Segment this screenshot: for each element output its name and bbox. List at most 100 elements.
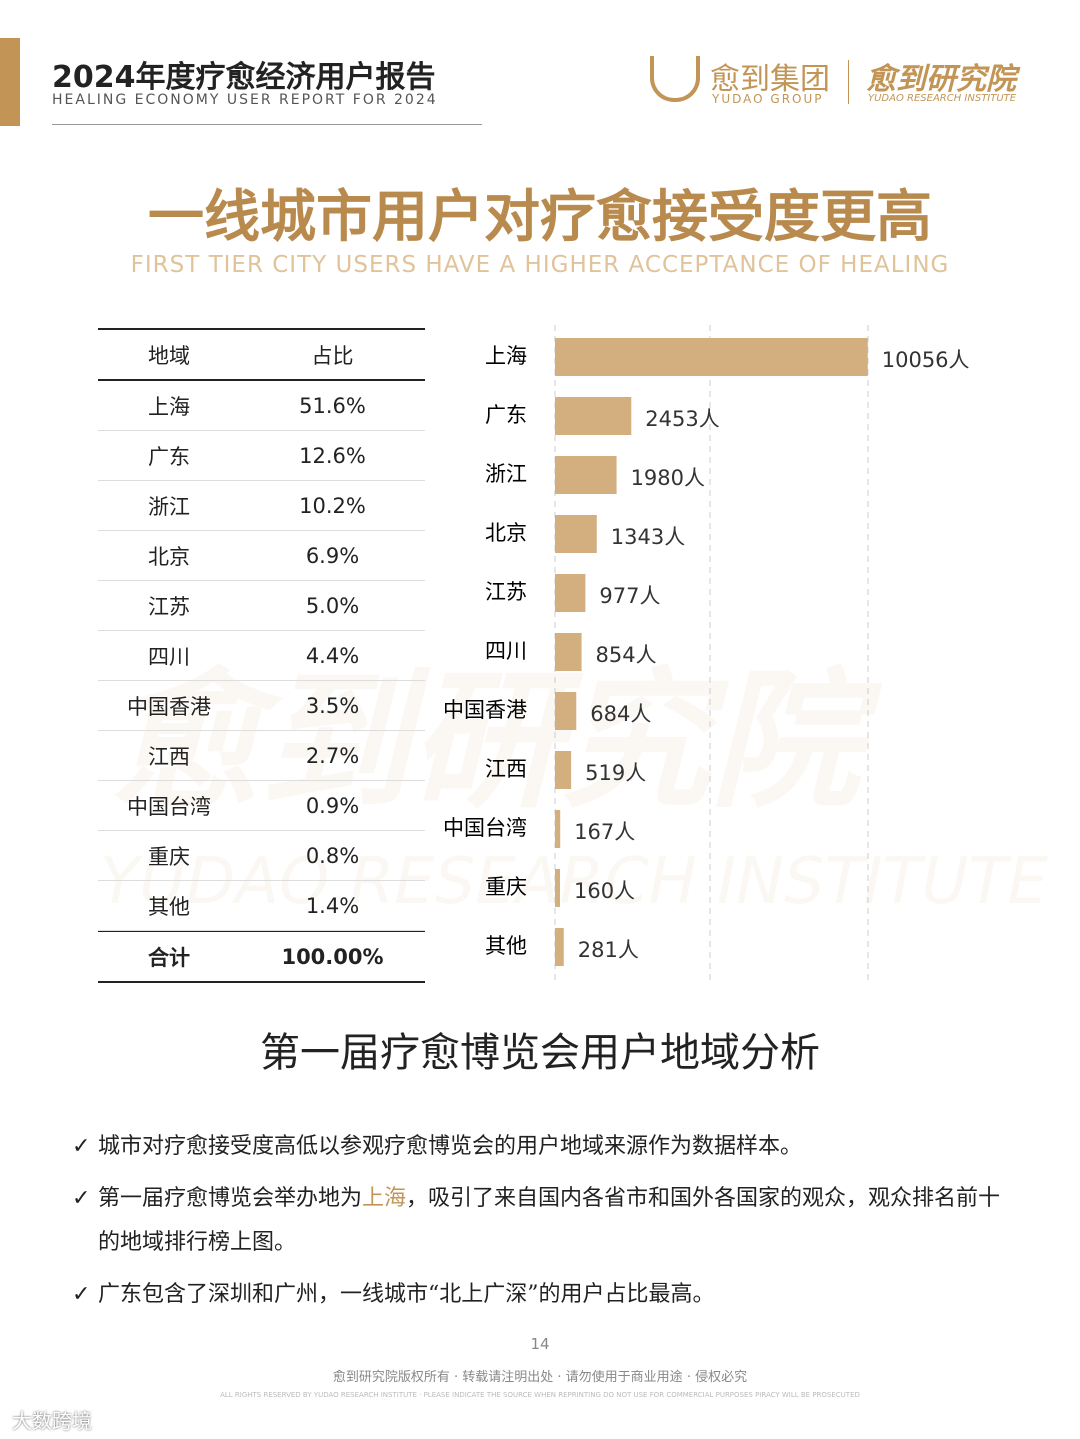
table-cell: 上海 bbox=[148, 394, 190, 419]
table-cell: 0.8% bbox=[305, 843, 360, 868]
table-cell: 中国香港 bbox=[127, 694, 211, 719]
category-label: 重庆 bbox=[485, 875, 527, 899]
header-rule bbox=[52, 124, 482, 125]
bar bbox=[555, 692, 577, 730]
value-label: 2453人 bbox=[645, 407, 719, 431]
value-label: 519人 bbox=[585, 761, 646, 785]
table-row: 浙江 10.2% bbox=[98, 481, 425, 531]
value-label: 854人 bbox=[596, 643, 657, 667]
bullet: ✓ 广东包含了深圳和广州，一线城市“北上广深”的用户占比最高。 bbox=[72, 1273, 1002, 1317]
table-row: 四川 4.4% bbox=[98, 631, 425, 681]
value-label: 977人 bbox=[599, 584, 660, 608]
table-cell: 重庆 bbox=[148, 844, 190, 869]
value-label: 1343人 bbox=[611, 525, 685, 549]
bullet-text: ，吸引了来自国内各省市和国外各国家的观众，观众排名前十的地域排行榜上图。 bbox=[98, 1186, 1001, 1255]
category-label: 上海 bbox=[485, 344, 527, 368]
logo-icon bbox=[650, 56, 700, 102]
table-cell: 占比 bbox=[311, 343, 354, 368]
source-mark: 大数跨境 bbox=[12, 1409, 92, 1433]
bullet-text: 广东包含了深圳和广州，一线城市“北上广深”的用户占比最高。 bbox=[98, 1282, 715, 1307]
bar bbox=[555, 751, 572, 789]
check-icon: ✓ bbox=[72, 1282, 91, 1307]
table-cell: 4.4% bbox=[305, 643, 360, 668]
value-label: 10056人 bbox=[882, 348, 970, 372]
table-row: 其他 1.4% bbox=[98, 881, 425, 931]
table-row: 重庆 0.8% bbox=[98, 831, 425, 881]
category-label: 广东 bbox=[485, 403, 527, 427]
bar bbox=[555, 515, 597, 553]
logo-divider bbox=[848, 60, 849, 104]
page-title: 一线城市用户对疗愈接受度更高 bbox=[148, 185, 932, 250]
table-row: 北京 6.9% bbox=[98, 531, 425, 581]
table-header: 地域 占比 bbox=[98, 328, 425, 381]
table-row: 江苏 5.0% bbox=[98, 581, 425, 631]
table-cell: 51.6% bbox=[299, 393, 366, 418]
table-cell: 浙江 bbox=[148, 494, 190, 519]
table-total: 合计 100.00% bbox=[98, 931, 425, 983]
table-cell: 12.6% bbox=[299, 443, 366, 468]
table-cell: 地域 bbox=[148, 343, 190, 368]
category-label: 四川 bbox=[485, 639, 527, 663]
table-cell: 6.9% bbox=[305, 543, 360, 568]
table-cell: 中国台湾 bbox=[127, 794, 211, 819]
copyright-en: ALL RIGHTS RESERVED BY YUDAO RESEARCH IN… bbox=[220, 1391, 860, 1399]
bar bbox=[555, 810, 561, 848]
bullet-text: 第一届疗愈博览会举办地为 bbox=[98, 1186, 363, 1211]
header-subtitle: HEALING ECONOMY USER REPORT FOR 2024 bbox=[52, 92, 438, 108]
table-cell: 5.0% bbox=[305, 593, 360, 618]
check-icon: ✓ bbox=[72, 1186, 91, 1211]
value-label: 281人 bbox=[578, 938, 639, 962]
category-label: 浙江 bbox=[485, 462, 527, 486]
bullet-text: 城市对疗愈接受度高低以参观疗愈博览会的用户地域来源作为数据样本。 bbox=[98, 1134, 803, 1159]
section-title: 第一届疗愈博览会用户地域分析 bbox=[260, 1030, 820, 1076]
header-title: 2024年度疗愈经济用户报告 bbox=[52, 60, 436, 95]
table-row: 中国台湾 0.9% bbox=[98, 781, 425, 831]
category-label: 中国台湾 bbox=[443, 816, 527, 840]
category-label: 江西 bbox=[485, 757, 527, 781]
category-label: 江苏 bbox=[485, 580, 527, 604]
table-cell: 1.4% bbox=[305, 893, 360, 918]
page-title-en: FIRST TIER CITY USERS HAVE A HIGHER ACCE… bbox=[130, 252, 950, 278]
table-cell: 0.9% bbox=[305, 793, 360, 818]
bar bbox=[555, 338, 868, 376]
table-cell: 四川 bbox=[148, 644, 190, 669]
table-cell: 其他 bbox=[148, 894, 190, 919]
bar bbox=[555, 456, 617, 494]
table-row: 江西 2.7% bbox=[98, 731, 425, 781]
table-cell: 合计 bbox=[148, 944, 190, 970]
table-cell: 100.00% bbox=[281, 944, 384, 969]
table-cell: 江苏 bbox=[148, 594, 190, 619]
page-number: 14 bbox=[530, 1335, 550, 1353]
table-cell: 广东 bbox=[148, 444, 190, 469]
value-label: 684人 bbox=[590, 702, 651, 726]
logo-group-en: YUDAO GROUP bbox=[712, 92, 824, 106]
watermark-en: YUDAO RESEARCH INSTITUTE bbox=[100, 845, 1048, 919]
logo-institute-en: YUDAO RESEARCH INSTITUTE bbox=[868, 93, 1017, 104]
bullet-list: ✓ 城市对疗愈接受度高低以参观疗愈博览会的用户地域来源作为数据样本。 ✓ 第一届疗愈博… bbox=[72, 1125, 1002, 1325]
table-cell: 北京 bbox=[148, 544, 190, 569]
bar bbox=[555, 397, 632, 435]
logo-institute: 愈到研究院 bbox=[866, 62, 1016, 97]
bar bbox=[555, 633, 582, 671]
watermark: 愈到研究院 bbox=[110, 655, 861, 829]
bullet: ✓ 第一届疗愈博览会举办地为上海，吸引了来自国内各省市和国外各国家的观众，观众排名… bbox=[72, 1177, 1002, 1265]
copyright: 愈到研究院版权所有 · 转载请注明出处 · 请勿使用于商业用途 · 侵权必究 bbox=[332, 1370, 748, 1385]
bar bbox=[555, 928, 564, 966]
category-label: 其他 bbox=[485, 934, 527, 958]
value-label: 1980人 bbox=[631, 466, 705, 490]
accent-bar bbox=[0, 38, 20, 126]
table-cell: 江西 bbox=[148, 744, 190, 769]
bullet: ✓ 城市对疗愈接受度高低以参观疗愈博览会的用户地域来源作为数据样本。 bbox=[72, 1125, 1002, 1169]
bar bbox=[555, 869, 560, 907]
table-cell: 10.2% bbox=[299, 493, 366, 518]
table-cell: 3.5% bbox=[305, 693, 360, 718]
value-label: 167人 bbox=[574, 820, 635, 844]
value-label: 160人 bbox=[574, 879, 635, 903]
table-cell: 2.7% bbox=[305, 743, 360, 768]
bullet-text: 上海 bbox=[362, 1186, 407, 1211]
table: 地域 占比上海 51.6% 广东 12.6% 浙江 10.2% 北京 6.9% 江苏 5.0% 四川 4… bbox=[98, 328, 425, 983]
logo-group: 愈到集团 bbox=[710, 62, 830, 97]
table-row: 上海 51.6% bbox=[98, 381, 425, 431]
